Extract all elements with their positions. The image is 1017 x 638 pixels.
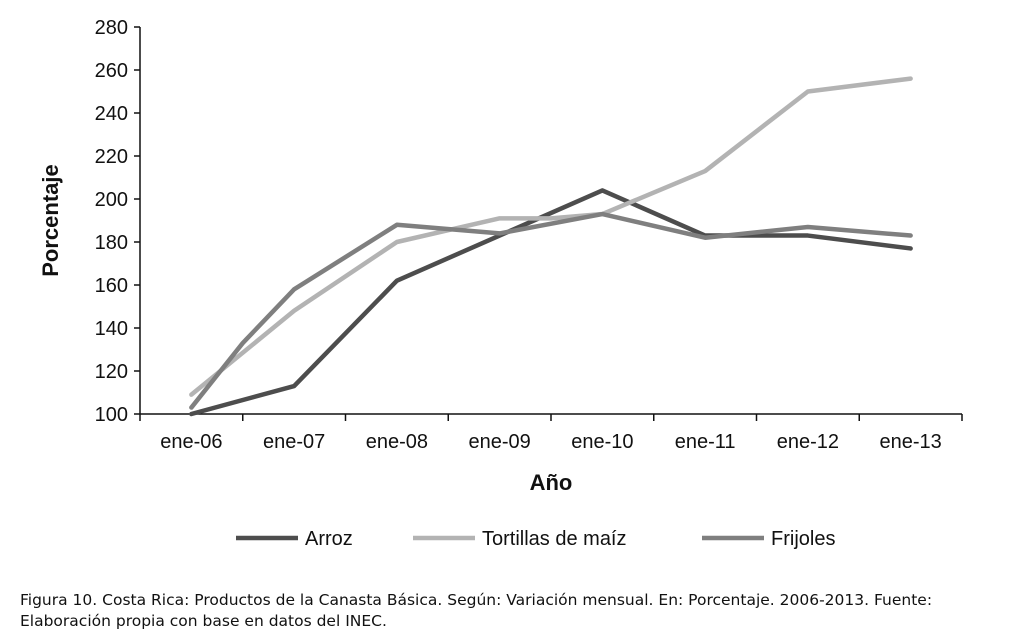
y-tick-label: 220 [95, 146, 128, 168]
x-tick-label: ene-08 [366, 431, 428, 453]
x-axis-ticks: ene-06 ene-07 ene-08 ene-09 ene-10 ene-11 ene-… [139, 414, 963, 453]
x-tick-label: ene-13 [879, 431, 941, 453]
legend-label: Arroz [305, 528, 353, 550]
series-line-frijoles [189, 211, 913, 410]
y-axis-title: Porcentaje [38, 164, 63, 277]
series-line-tortillas-de-ma-z [189, 76, 913, 397]
series-line-arroz [189, 188, 913, 417]
y-tick-label: 160 [95, 275, 128, 297]
y-tick-label: 140 [95, 318, 128, 340]
legend-label: Frijoles [771, 528, 835, 550]
x-tick-label: ene-10 [571, 431, 633, 453]
caption-line-2: Elaboración propia con base en datos del… [20, 612, 387, 630]
y-axis-ticks: 100 120 140 160 180 200 220 240 260 280 [95, 17, 140, 426]
y-tick-label: 240 [95, 103, 128, 125]
x-tick-label: ene-11 [675, 431, 736, 453]
x-tick-label: ene-07 [263, 431, 325, 453]
series-lines [189, 76, 913, 417]
axes [139, 27, 962, 415]
y-tick-label: 120 [95, 361, 128, 383]
y-tick-label: 260 [95, 60, 128, 82]
legend-label: Tortillas de maíz [482, 528, 627, 550]
y-tick-label: 180 [95, 232, 128, 254]
x-tick-label: ene-09 [468, 431, 530, 453]
x-axis-title: Año [530, 470, 573, 495]
y-tick-label: 200 [95, 189, 128, 211]
x-tick-label: ene-12 [777, 431, 839, 453]
figure-caption: Figura 10. Costa Rica: Productos de la C… [20, 590, 1010, 632]
y-tick-label: 100 [95, 404, 128, 426]
y-tick-label: 280 [95, 17, 128, 39]
x-tick-label: ene-06 [160, 431, 222, 453]
legend: Arroz Tortillas de maíz Frijoles [236, 528, 835, 550]
caption-line-1: Figura 10. Costa Rica: Productos de la C… [20, 591, 933, 609]
